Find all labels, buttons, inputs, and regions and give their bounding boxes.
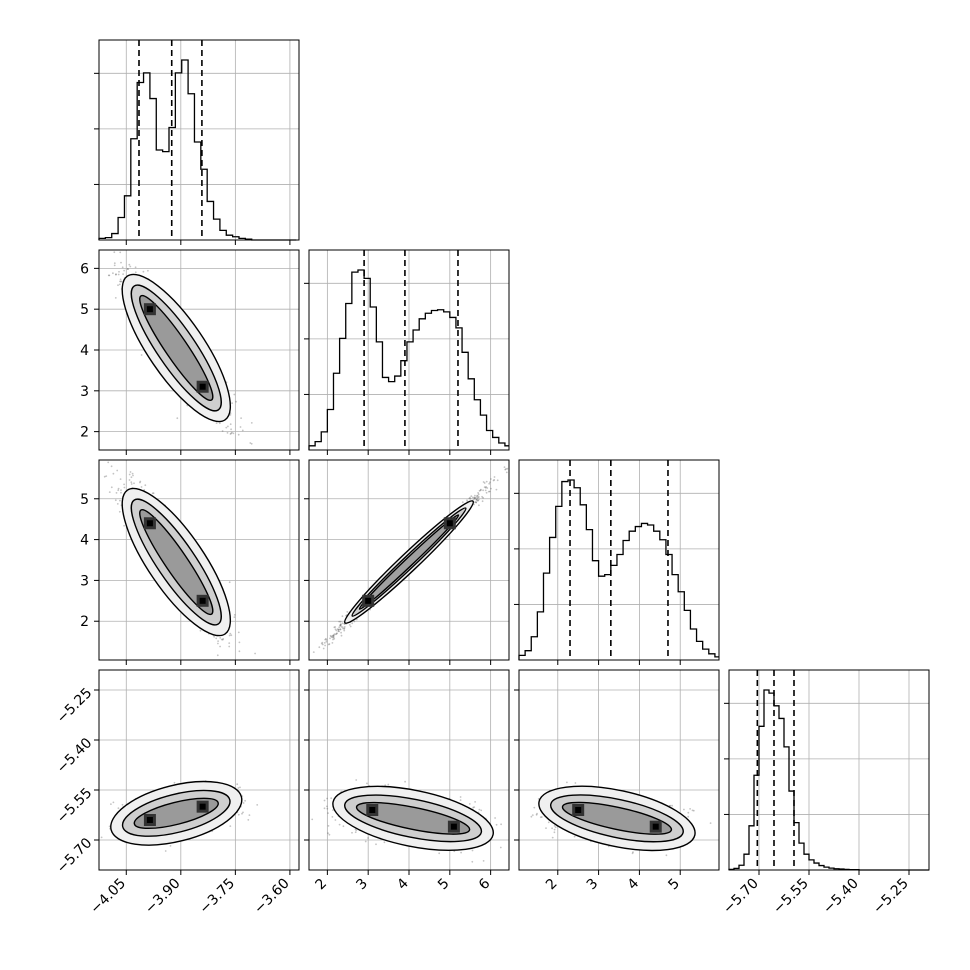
x-tick-label: 5 — [435, 876, 453, 894]
x-tick-label: −5.40 — [820, 876, 862, 918]
y-tick-label: 3 — [80, 573, 89, 589]
density-peak-core — [652, 823, 659, 830]
grid-lines — [729, 670, 929, 870]
panel-3-3: −5.70 −5.55 −5.40 −5.25 — [720, 669, 930, 918]
grid-lines — [519, 460, 719, 660]
grid-lines — [99, 40, 299, 240]
panel-3-0: −4.05 −3.90 −3.75 −3.60 −5.70 −5.55 −5.40 −5.25 — [54, 669, 300, 918]
y-tick-label: 2 — [80, 425, 89, 441]
x-tick-label: −4.05 — [87, 876, 129, 918]
panel-3-1: 2 3 4 5 6 — [304, 669, 510, 894]
axes-frame — [518, 459, 720, 661]
grid-lines — [309, 250, 509, 450]
density-peak-core — [146, 306, 153, 313]
density-peak-core — [575, 807, 582, 813]
density-peak-core — [199, 597, 206, 604]
x-tick-label: 3 — [353, 876, 371, 894]
x-tick-label: −5.25 — [870, 876, 912, 918]
x-tick-label: −5.70 — [720, 876, 762, 918]
x-tick-label: 2 — [543, 876, 561, 894]
x-tick-label: −3.75 — [197, 876, 239, 918]
y-tick-label: −5.70 — [54, 835, 96, 877]
density-peak-core — [365, 597, 372, 604]
panel-2-1 — [304, 459, 510, 665]
axes-frame — [98, 669, 300, 871]
x-tick-label: −5.55 — [770, 876, 812, 918]
density-contours — [343, 500, 475, 624]
density-contours — [121, 487, 232, 637]
x-tick-label: 4 — [625, 875, 643, 893]
density-peak-core — [146, 520, 153, 527]
x-tick-label: −3.90 — [142, 876, 184, 918]
density-peak-core — [446, 520, 453, 527]
y-tick-label: 2 — [80, 614, 89, 630]
y-tick-label: −5.55 — [54, 785, 96, 827]
histogram-step — [308, 269, 509, 450]
x-tick-label: 4 — [394, 875, 412, 893]
density-contours — [110, 780, 243, 846]
axes-frame — [728, 669, 930, 871]
x-tick-label: 5 — [665, 876, 683, 894]
histogram-step — [98, 59, 297, 241]
y-tick-label: −5.25 — [54, 685, 96, 727]
axes-frame — [98, 459, 300, 661]
y-tick-label: 3 — [80, 384, 89, 400]
x-tick-label: −3.60 — [251, 876, 293, 918]
y-tick-label: 4 — [80, 533, 89, 549]
x-tick-label: 6 — [476, 875, 494, 893]
density-peak-core — [146, 817, 153, 823]
x-tick-label: 2 — [313, 876, 331, 894]
density-contours — [332, 785, 494, 851]
panel-3-2: 2 3 4 5 — [514, 669, 720, 894]
histogram-step — [518, 479, 719, 660]
density-peak-core — [199, 803, 206, 810]
panel-2-0: 2 3 4 5 — [80, 459, 300, 665]
y-tick-label: 4 — [80, 343, 89, 359]
density-contours — [538, 785, 696, 852]
y-tick-label: −5.40 — [54, 735, 96, 777]
x-tick-label: 3 — [584, 876, 602, 894]
density-contours — [121, 273, 232, 423]
grid-lines — [309, 460, 509, 660]
y-tick-label: 5 — [80, 492, 89, 508]
density-peak-core — [450, 823, 457, 830]
panel-1-0: 2 3 4 5 6 — [80, 249, 300, 455]
y-tick-label: 5 — [80, 302, 89, 318]
density-peak-core — [199, 383, 206, 390]
panel-2-2 — [514, 459, 720, 665]
panel-1-1 — [304, 249, 510, 455]
axes-frame — [518, 669, 720, 871]
density-peak-core — [369, 807, 376, 813]
axes-frame — [98, 39, 300, 241]
panel-0-0 — [94, 39, 300, 245]
y-tick-label: 6 — [80, 261, 89, 277]
